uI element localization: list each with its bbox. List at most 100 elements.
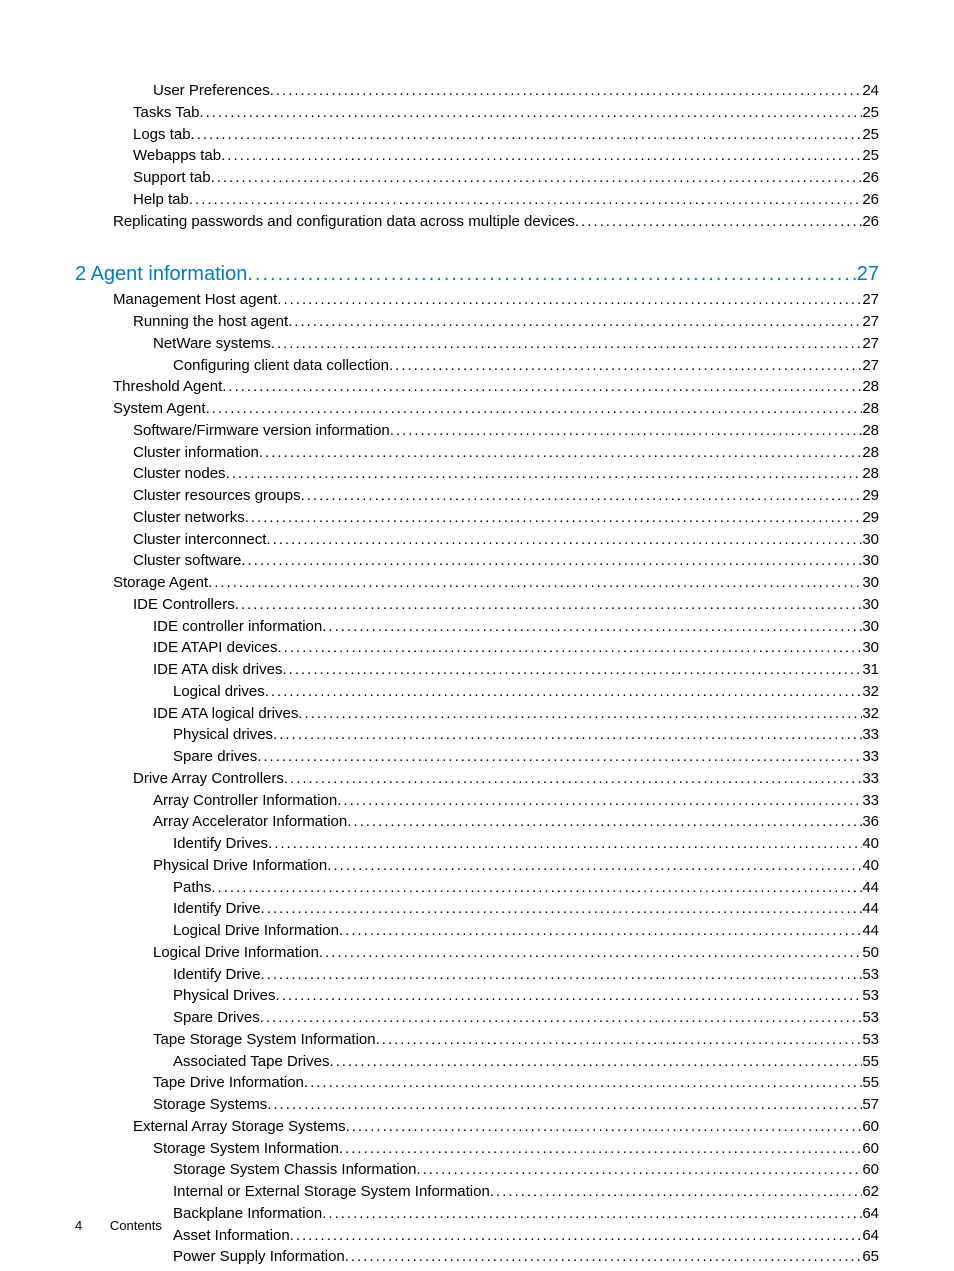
toc-entry[interactable]: Help tab26 [75, 189, 879, 211]
toc-leader-dots [277, 289, 862, 311]
toc-entry-page: 28 [862, 442, 879, 464]
toc-entry[interactable]: IDE controller information30 [75, 616, 879, 638]
toc-entry-page: 33 [862, 768, 879, 790]
toc-entry-page: 60 [862, 1138, 879, 1160]
toc-entry[interactable]: Replicating passwords and configuration … [75, 211, 879, 233]
toc-entry-page: 27 [862, 333, 879, 355]
toc-entry-page: 64 [862, 1225, 879, 1247]
toc-entry[interactable]: Cluster software30 [75, 550, 879, 572]
toc-leader-dots [284, 768, 862, 790]
toc-entry-page: 53 [862, 1007, 879, 1029]
toc-entry[interactable]: Physical Drive Information40 [75, 855, 879, 877]
toc-entry[interactable]: Cluster information 28 [75, 442, 879, 464]
toc-entry-label: Cluster information [133, 442, 259, 464]
toc-entry[interactable]: Cluster interconnect30 [75, 529, 879, 551]
toc-entry-page: 25 [862, 102, 879, 124]
toc-leader-dots [346, 1116, 863, 1138]
toc-entry[interactable]: Software/Firmware version information28 [75, 420, 879, 442]
toc-leader-dots [226, 463, 863, 485]
toc-entry[interactable]: IDE Controllers30 [75, 594, 879, 616]
toc-entry[interactable]: Identify Drive44 [75, 898, 879, 920]
toc-entry-label: Help tab [133, 189, 189, 211]
toc-leader-dots [189, 189, 862, 211]
toc-entry[interactable]: Threshold Agent28 [75, 376, 879, 398]
toc-entry[interactable]: Asset Information 64 [75, 1225, 879, 1247]
toc-entry[interactable]: External Array Storage Systems60 [75, 1116, 879, 1138]
toc-entry[interactable]: Internal or External Storage System Info… [75, 1181, 879, 1203]
toc-entry[interactable]: Identify Drive53 [75, 964, 879, 986]
toc-entry[interactable]: Storage System Information60 [75, 1138, 879, 1160]
toc-entry-label: Software/Firmware version information [133, 420, 390, 442]
toc-leader-dots [241, 550, 862, 572]
toc-entry[interactable]: Webapps tab25 [75, 145, 879, 167]
toc-entry[interactable]: Backplane Information64 [75, 1203, 879, 1225]
toc-entry-label: Array Accelerator Information [153, 811, 347, 833]
toc-entry-label: Replicating passwords and configuration … [113, 211, 575, 233]
toc-leader-dots [199, 102, 862, 124]
toc-leader-dots [304, 1072, 862, 1094]
footer-page-number: 4 [75, 1218, 82, 1233]
toc-entry-page: 26 [862, 167, 879, 189]
toc-entry[interactable]: Logical Drive Information44 [75, 920, 879, 942]
toc-entry-label: Physical Drive Information [153, 855, 327, 877]
toc-leader-dots [261, 898, 863, 920]
toc-entry-label: Storage System Chassis Information [173, 1159, 416, 1181]
toc-entry-page: 30 [862, 572, 879, 594]
toc-entry[interactable]: Spare drives33 [75, 746, 879, 768]
toc-entry[interactable]: Paths44 [75, 877, 879, 899]
toc-entry-label: Asset Information [173, 1225, 290, 1247]
toc-entry[interactable]: Configuring client data collection 27 [75, 355, 879, 377]
toc-entry[interactable]: Physical Drives53 [75, 985, 879, 1007]
toc-entry-page: 32 [862, 681, 879, 703]
toc-entry[interactable]: Logical Drive Information50 [75, 942, 879, 964]
toc-entry-page: 28 [862, 463, 879, 485]
toc-entry-page: 30 [862, 637, 879, 659]
toc-entry-label: 2 Agent information [75, 260, 247, 289]
toc-entry[interactable]: IDE ATA disk drives31 [75, 659, 879, 681]
toc-entry-page: 31 [862, 659, 879, 681]
toc-entry[interactable]: Associated Tape Drives55 [75, 1051, 879, 1073]
toc-leader-dots [208, 572, 862, 594]
toc-entry[interactable]: System Agent28 [75, 398, 879, 420]
toc-entry[interactable]: Logical drives 32 [75, 681, 879, 703]
toc-entry-label: Paths [173, 877, 211, 899]
toc-entry-page: 27 [857, 260, 879, 289]
toc-leader-dots [206, 398, 863, 420]
toc-entry[interactable]: Tape Storage System Information53 [75, 1029, 879, 1051]
toc-entry[interactable]: Management Host agent27 [75, 289, 879, 311]
toc-entry[interactable]: Tape Drive Information55 [75, 1072, 879, 1094]
toc-entry-label: Drive Array Controllers [133, 768, 284, 790]
toc-entry-label: Cluster interconnect [133, 529, 266, 551]
toc-entry[interactable]: NetWare systems27 [75, 333, 879, 355]
toc-entry[interactable]: Identify Drives40 [75, 833, 879, 855]
toc-entry[interactable]: Array Accelerator Information 36 [75, 811, 879, 833]
toc-entry[interactable]: Support tab26 [75, 167, 879, 189]
toc-leader-dots [575, 211, 862, 233]
toc-entry[interactable]: IDE ATAPI devices30 [75, 637, 879, 659]
toc-entry[interactable]: Spare Drives53 [75, 1007, 879, 1029]
toc-entry[interactable]: Running the host agent27 [75, 311, 879, 333]
toc-entry[interactable]: IDE ATA logical drives32 [75, 703, 879, 725]
toc-entry[interactable]: User Preferences24 [75, 80, 879, 102]
toc-entry[interactable]: Cluster resources groups29 [75, 485, 879, 507]
toc-entry[interactable]: Storage Agent30 [75, 572, 879, 594]
toc-entry-label: Cluster networks [133, 507, 245, 529]
toc-entry-label: Tasks Tab [133, 102, 199, 124]
toc-entry[interactable]: Storage System Chassis Information 60 [75, 1159, 879, 1181]
toc-entry-label: IDE controller information [153, 616, 322, 638]
toc-entry[interactable]: Array Controller Information 33 [75, 790, 879, 812]
toc-entry[interactable]: Physical drives33 [75, 724, 879, 746]
toc-entry[interactable]: Tasks Tab 25 [75, 102, 879, 124]
toc-entry-label: Cluster nodes [133, 463, 226, 485]
toc-leader-dots [211, 877, 862, 899]
toc-entry-page: 60 [862, 1159, 879, 1181]
toc-entry[interactable]: Drive Array Controllers 33 [75, 768, 879, 790]
toc-entry[interactable]: Logs tab25 [75, 124, 879, 146]
toc-entry[interactable]: Cluster nodes 28 [75, 463, 879, 485]
toc-entry[interactable]: Storage Systems57 [75, 1094, 879, 1116]
toc-entry[interactable]: Cluster networks29 [75, 507, 879, 529]
toc-entry-page: 65 [862, 1246, 879, 1268]
toc-entry[interactable]: 2 Agent information 27 [75, 260, 879, 289]
toc-entry[interactable]: Power Supply Information65 [75, 1246, 879, 1268]
toc-leader-dots [278, 637, 863, 659]
